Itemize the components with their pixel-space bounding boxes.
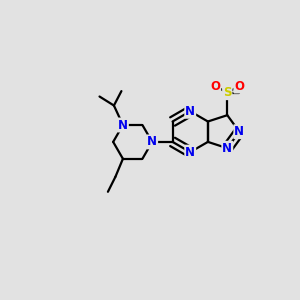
Text: N: N bbox=[118, 118, 128, 131]
Text: N: N bbox=[147, 135, 157, 148]
Text: S: S bbox=[223, 86, 232, 99]
Text: N: N bbox=[234, 125, 244, 138]
Text: N: N bbox=[185, 146, 195, 159]
Text: N: N bbox=[222, 142, 232, 155]
Text: N: N bbox=[185, 105, 195, 118]
Text: O: O bbox=[210, 80, 220, 93]
Text: O: O bbox=[234, 80, 244, 93]
